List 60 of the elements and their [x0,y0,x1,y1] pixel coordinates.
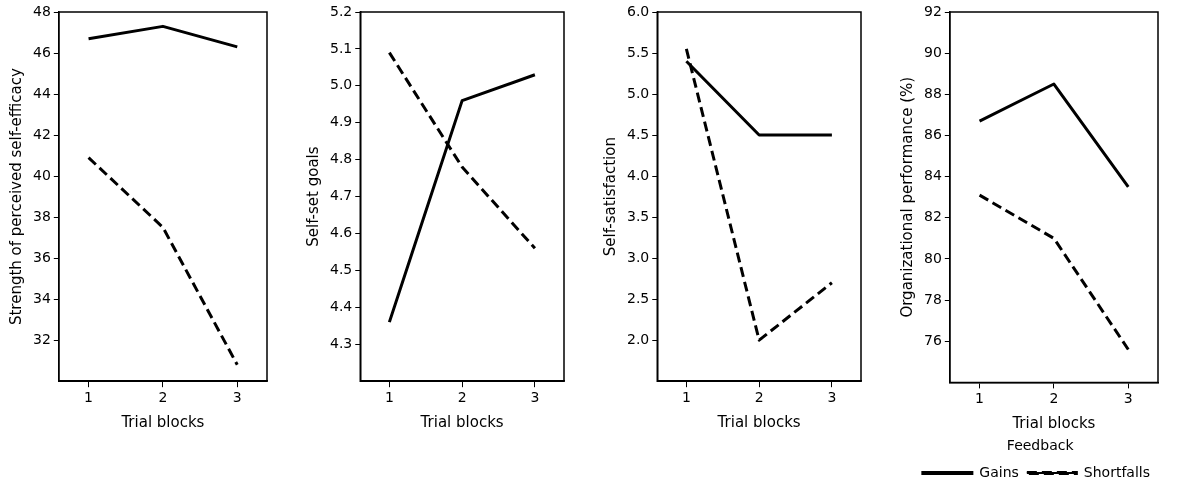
y-tick-label: 4.9 [330,113,353,130]
y-axis-title: Organizational performance (%) [897,76,916,318]
y-tick-label: 40 [32,166,51,183]
y-tick-label: 48 [32,2,51,19]
y-tick-label: 4.4 [330,298,353,314]
x-tick-label: 2 [158,389,168,406]
legend-label: Shortfalls [1083,463,1150,480]
y-tick-label: 4.0 [627,166,650,183]
y-tick-label: 42 [32,125,51,142]
x-tick-label: 3 [530,389,540,406]
x-axis-title: Trial blocks [716,412,801,431]
y-tick-label: 44 [32,84,51,101]
y-tick-label: 4.5 [330,261,353,278]
y-tick-label: 80 [923,249,942,266]
y-tick-label: 84 [923,167,942,184]
x-axis-title: Trial blocks [419,412,504,431]
y-tick-label: 32 [32,330,51,347]
x-tick-label: 3 [1123,390,1133,407]
x-tick-label: 2 [457,389,467,406]
y-tick-label: 3.0 [627,248,650,265]
y-axis-title: Strength of perceived self-efficacy [6,68,25,326]
x-tick-label: 2 [754,389,764,406]
x-tick-label: 2 [1049,390,1059,407]
y-tick-label: 3.5 [627,207,650,224]
y-tick-label: 92 [923,2,942,19]
x-tick-label: 1 [384,389,394,406]
y-tick-label: 5.1 [330,39,353,56]
x-tick-label: 3 [827,389,837,406]
y-tick-label: 2.5 [627,289,650,306]
y-tick-label: 88 [923,84,942,101]
y-axis-title: Self-set goals [303,146,322,247]
y-axis-title: Self-satisfaction [600,137,619,257]
y-tick-label: 2.0 [627,330,650,347]
y-tick-label: 4.8 [330,150,353,167]
y-tick-label: 34 [32,289,51,306]
y-tick-label: 36 [32,248,51,265]
y-tick-label: 4.5 [627,125,650,142]
y-tick-label: 4.6 [330,224,353,241]
x-tick-label: 1 [681,389,691,406]
legend-title: Feedback [1006,436,1075,453]
y-tick-label: 4.3 [330,334,353,351]
y-tick-label: 5.0 [627,84,650,101]
y-tick-label: 5.0 [330,76,353,93]
y-tick-label: 90 [923,43,942,60]
x-tick-label: 1 [975,390,985,407]
y-tick-label: 4.7 [330,187,353,204]
y-tick-label: 76 [923,331,942,348]
y-tick-label: 82 [923,208,942,225]
y-tick-label: 78 [923,290,942,307]
y-tick-label: 46 [32,43,51,60]
y-tick-label: 5.2 [330,2,353,19]
x-tick-label: 3 [232,389,242,406]
legend-label: Gains [979,463,1019,480]
x-tick-label: 1 [84,389,94,406]
x-axis-title: Trial blocks [1011,414,1096,433]
y-tick-label: 5.5 [627,43,650,60]
y-tick-label: 86 [923,126,942,143]
y-tick-label: 38 [32,207,51,224]
x-axis-title: Trial blocks [120,412,205,431]
y-tick-label: 6.0 [627,2,650,19]
